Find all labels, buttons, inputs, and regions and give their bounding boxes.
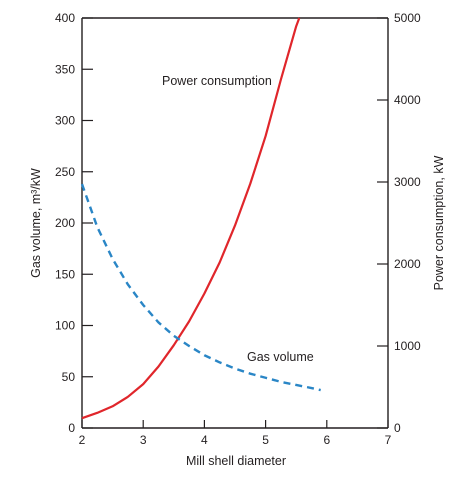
x-tick-label-4: 4 <box>201 433 208 447</box>
y-axis-right-label: Power consumption, kW <box>432 155 446 290</box>
series-line-power-consumption <box>81 17 301 420</box>
x-tick-label-6: 6 <box>323 433 330 447</box>
x-axis-label: Mill shell diameter <box>186 454 286 468</box>
y-axis-left-label: Gas volume, m³/kW <box>29 168 43 278</box>
y-right-tick-label-0: 0 <box>394 421 401 435</box>
y-right-tick-label-3000: 3000 <box>394 175 421 189</box>
y-left-tick-label-150: 150 <box>55 267 75 281</box>
y-left-tick-label-0: 0 <box>68 421 75 435</box>
y-right-tick-label-4000: 4000 <box>394 93 421 107</box>
y-right-tick-label-5000: 5000 <box>394 11 421 25</box>
x-tick-label-3: 3 <box>140 433 147 447</box>
tick-marks <box>81 17 389 429</box>
y-left-tick-label-250: 250 <box>55 165 75 179</box>
y-right-tick-label-1000: 1000 <box>394 339 421 353</box>
y-left-tick-label-50: 50 <box>62 370 76 384</box>
y-left-tick-label-350: 350 <box>55 62 75 76</box>
x-tick-label-5: 5 <box>262 433 269 447</box>
x-tick-label-2: 2 <box>79 433 86 447</box>
y-left-tick-label-200: 200 <box>55 216 75 230</box>
y-right-tick-label-2000: 2000 <box>394 257 421 271</box>
y-left-tick-label-300: 300 <box>55 114 75 128</box>
annotation-power-consumption: Power consumption <box>162 74 272 88</box>
tick-labels: 2 3 4 5 6 70501001502002503003504000100020003… <box>55 11 421 447</box>
y-left-tick-label-100: 100 <box>55 319 75 333</box>
annotation-gas-volume: Gas volume <box>247 350 314 364</box>
y-left-tick-label-400: 400 <box>55 11 75 25</box>
x-tick-label-7: 7 <box>385 433 392 447</box>
series-line-gas-volume <box>80 183 321 392</box>
series-lines <box>80 17 321 420</box>
